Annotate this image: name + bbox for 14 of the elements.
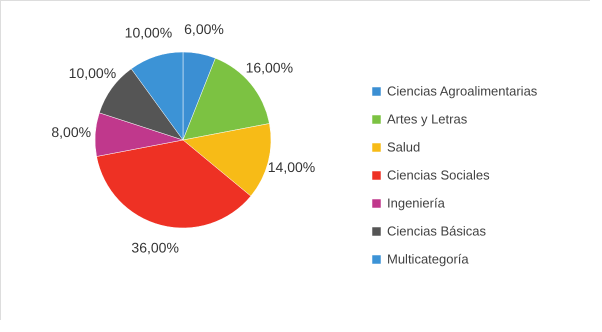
data-label: 14,00%: [268, 158, 316, 175]
legend-label: Ciencias Sociales: [387, 168, 490, 182]
data-label: 36,00%: [131, 239, 179, 256]
legend-label: Salud: [387, 140, 420, 154]
legend-label: Ingeniería: [387, 196, 446, 210]
data-label: 16,00%: [246, 60, 294, 76]
legend-label: Artes y Letras: [387, 112, 468, 126]
data-label: 10,00%: [68, 65, 116, 82]
legend-label: Multicategoría: [387, 252, 470, 266]
data-label: 8,00%: [51, 124, 92, 140]
data-label: 6,00%: [184, 20, 224, 37]
data-label: 10,00%: [124, 24, 172, 40]
legend-label: Ciencias Agroalimentarias: [387, 84, 538, 98]
legend-label: Ciencias Básicas: [387, 224, 486, 238]
